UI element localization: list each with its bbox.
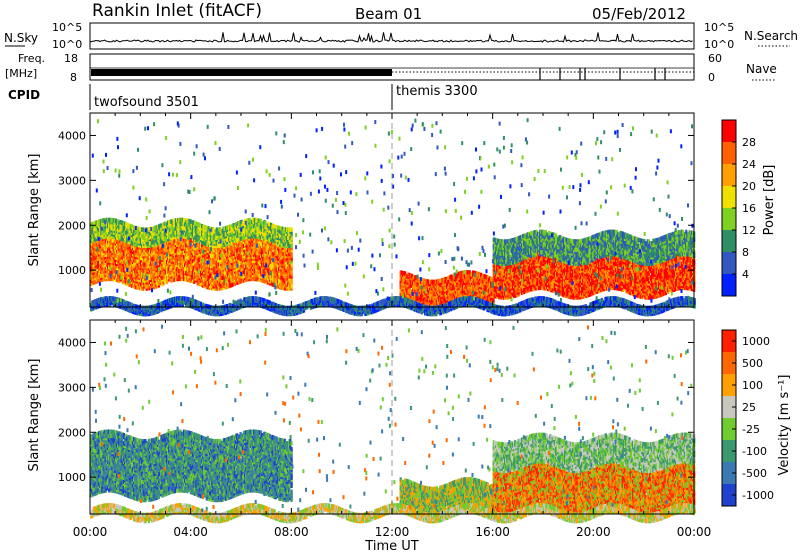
- nave-tick-top: 60: [708, 52, 722, 65]
- freq-unit-label: [MHz]: [5, 67, 37, 80]
- cpid-label: CPID: [8, 88, 40, 102]
- sky-tick-bottom: 10^0: [52, 38, 82, 51]
- freq-tick-bottom: 8: [70, 71, 77, 84]
- radar-summary-plot: Rankin Inlet (fitACF) Beam 01 05/Feb/201…: [0, 0, 800, 554]
- sky-noise-trace: [90, 32, 693, 42]
- date-title: 05/Feb/2012: [592, 5, 686, 23]
- freq-band-twofsound: [91, 69, 392, 76]
- freq-label: Freq.: [18, 52, 45, 65]
- freq-tick-top: 18: [64, 52, 78, 65]
- data-cell: [106, 273, 108, 278]
- sky-tick-top: 10^5: [52, 21, 82, 34]
- nave-label: Nave: [746, 62, 777, 76]
- freq-spikes: [540, 68, 665, 80]
- sky-panel: N.Sky 10^5 10^0 10^5 10^0 N.Search: [4, 21, 798, 51]
- beam-title: Beam 01: [355, 5, 422, 23]
- data-cell: [143, 266, 145, 271]
- nave-tick-bottom: 0: [708, 71, 715, 84]
- search-label: N.Search: [744, 29, 798, 43]
- cpid-segment-1: twofsound 3501: [94, 95, 199, 110]
- sky-noise-line: [90, 32, 693, 42]
- cpid-segment-2: themis 3300: [396, 84, 478, 99]
- search-tick-bottom: 10^0: [704, 38, 734, 51]
- cpid-panel: CPID twofsound 3501 themis 3300: [8, 84, 478, 110]
- sky-label: N.Sky: [4, 31, 38, 45]
- station-title: Rankin Inlet (fitACF): [92, 1, 262, 21]
- search-tick-top: 10^5: [704, 21, 734, 34]
- freq-panel: Freq. [MHz] 18 8 60 0 Nave: [5, 52, 777, 84]
